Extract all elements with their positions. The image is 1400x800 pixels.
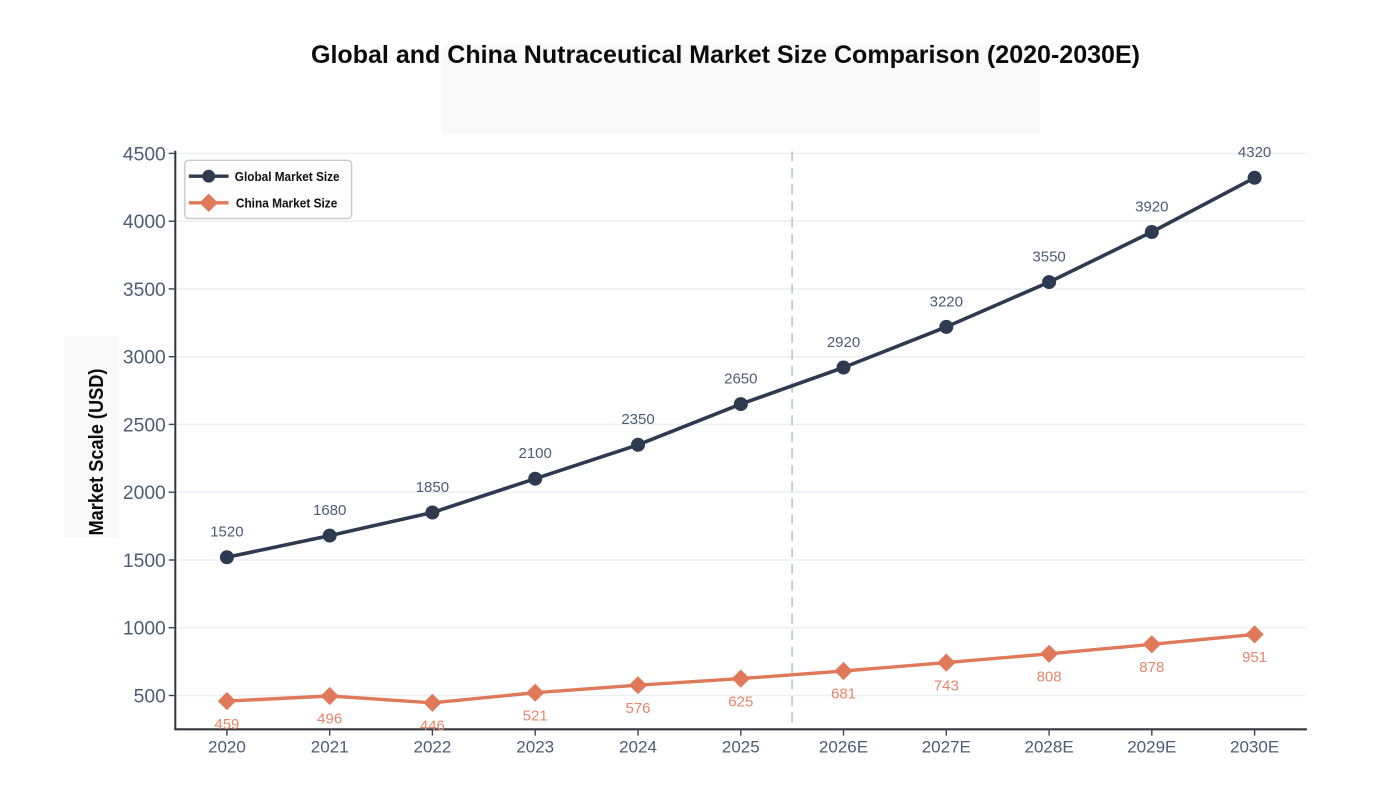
svg-text:2020: 2020 [208, 738, 246, 757]
svg-text:1520: 1520 [210, 524, 243, 541]
svg-text:2000: 2000 [123, 483, 166, 504]
svg-text:1500: 1500 [123, 551, 166, 572]
svg-text:4000: 4000 [123, 212, 166, 233]
svg-text:459: 459 [214, 716, 239, 733]
svg-text:576: 576 [625, 700, 650, 717]
svg-text:1000: 1000 [123, 619, 166, 640]
svg-text:2024: 2024 [619, 738, 657, 757]
svg-text:4500: 4500 [123, 144, 166, 165]
svg-text:2027E: 2027E [922, 738, 971, 757]
svg-text:3550: 3550 [1032, 249, 1065, 266]
svg-text:2350: 2350 [621, 411, 654, 428]
svg-text:496: 496 [317, 711, 342, 728]
svg-text:Global Market Size: Global Market Size [235, 169, 340, 184]
svg-text:2500: 2500 [123, 415, 166, 436]
svg-text:743: 743 [934, 677, 959, 694]
svg-text:878: 878 [1139, 659, 1164, 676]
svg-text:2920: 2920 [827, 334, 860, 351]
svg-text:2026E: 2026E [819, 738, 868, 757]
svg-text:521: 521 [523, 707, 548, 724]
svg-text:2029E: 2029E [1127, 738, 1176, 757]
svg-text:3920: 3920 [1135, 198, 1168, 215]
svg-text:681: 681 [831, 686, 856, 703]
svg-text:625: 625 [728, 693, 753, 710]
svg-text:951: 951 [1242, 649, 1267, 666]
svg-text:2030E: 2030E [1230, 738, 1279, 757]
svg-text:808: 808 [1037, 669, 1062, 686]
svg-text:2022: 2022 [413, 738, 451, 757]
svg-text:2100: 2100 [519, 445, 552, 462]
svg-text:446: 446 [420, 718, 445, 735]
svg-text:2028E: 2028E [1025, 738, 1074, 757]
svg-text:3500: 3500 [123, 280, 166, 301]
svg-text:4320: 4320 [1238, 144, 1271, 161]
svg-text:Global and China Nutraceutical: Global and China Nutraceutical Market Si… [311, 41, 1140, 69]
svg-text:1850: 1850 [416, 479, 449, 496]
svg-text:China Market Size: China Market Size [236, 196, 337, 211]
svg-text:3000: 3000 [123, 348, 166, 369]
svg-text:3220: 3220 [930, 293, 963, 310]
svg-text:2025: 2025 [722, 738, 760, 757]
svg-text:Market Scale (USD): Market Scale (USD) [86, 369, 108, 536]
svg-text:2650: 2650 [724, 371, 757, 388]
svg-text:2023: 2023 [516, 738, 554, 757]
svg-text:1680: 1680 [313, 502, 346, 519]
svg-text:2021: 2021 [311, 738, 349, 757]
svg-text:500: 500 [134, 686, 166, 707]
